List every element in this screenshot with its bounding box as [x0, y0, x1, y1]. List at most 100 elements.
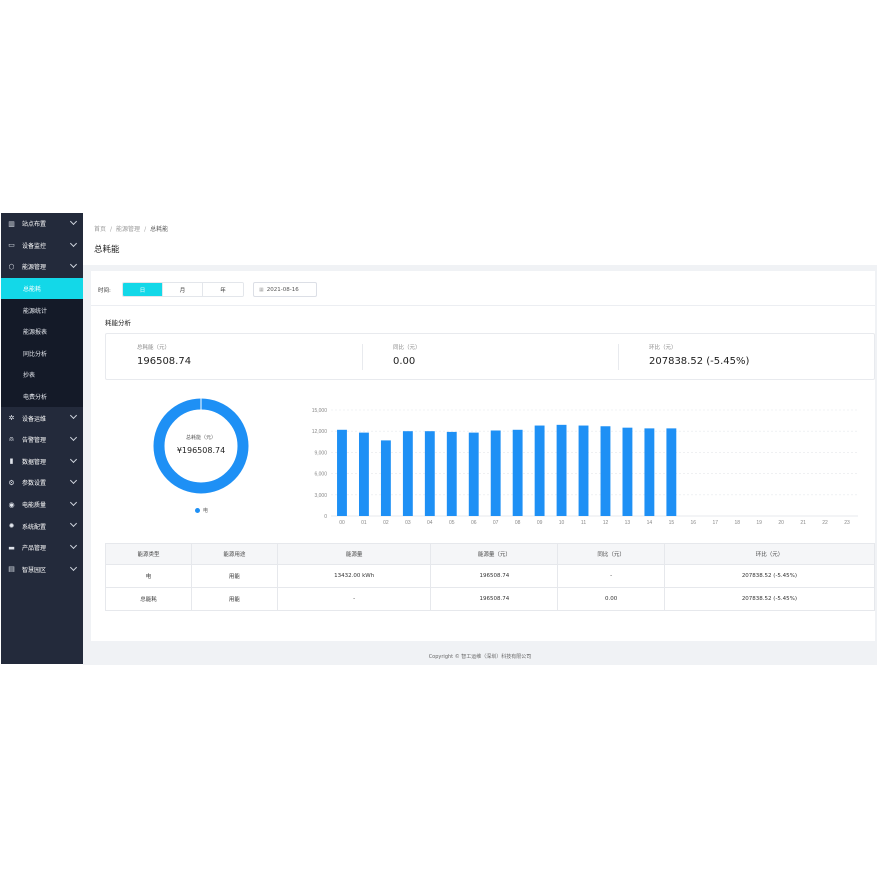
sidebar-item-6[interactable]: ⚙ 参数设置	[1, 472, 83, 494]
y-tick-label: 3,000	[314, 493, 327, 499]
x-tick-label: 01	[361, 520, 367, 526]
sidebar-item-label: 告警管理	[22, 437, 47, 445]
donut-value: ¥196508.74	[176, 446, 226, 455]
time-granularity-toggle: 日 月 年	[122, 282, 244, 297]
sidebar-item-label: 系统配置	[22, 523, 47, 531]
cog-icon: ✹	[8, 522, 15, 531]
sidebar-item-label: 电能质量	[22, 502, 47, 510]
y-tick-label: 15,000	[312, 408, 328, 414]
x-tick-label: 07	[493, 520, 499, 526]
tab-day[interactable]: 日	[123, 283, 163, 296]
date-picker[interactable]: ▦ 2021-08-16	[253, 282, 317, 297]
table-cell: 207838.52 (-5.45%)	[663, 587, 876, 611]
stat-yoy: 同比（元） 0.00	[362, 334, 618, 379]
bar-01[interactable]	[358, 432, 369, 516]
sidebar-item-2[interactable]: ⬡ 能源管理	[1, 256, 83, 278]
sidebar-item-1[interactable]: ▭ 设备监控	[1, 235, 83, 257]
sidebar-subitem-3[interactable]: 同比分析	[23, 350, 48, 358]
table-row: 电用能 13432.00 kWh 196508.74-207838.52 (-5.4…	[105, 564, 876, 588]
sidebar-item-label: 设备运维	[22, 415, 47, 423]
x-tick-label: 08	[515, 520, 521, 526]
chart-icon: ▥	[8, 219, 15, 228]
bar-12[interactable]	[600, 426, 611, 516]
bar-02[interactable]	[380, 440, 391, 516]
sidebar-item-label: 设备监控	[22, 242, 47, 250]
table-cell: 总能耗	[105, 587, 192, 611]
sidebar-subitem-1[interactable]: 能源统计	[23, 307, 48, 315]
x-tick-label: 03	[405, 520, 411, 526]
sidebar-subitem-0[interactable]: 总能耗	[1, 277, 83, 300]
x-tick-label: 19	[756, 520, 762, 526]
sidebar-item-4[interactable]: ⍝ 告警管理	[1, 429, 83, 451]
donut-chart	[153, 398, 249, 494]
bar-08[interactable]	[512, 429, 523, 516]
table-cell: 196508.74	[430, 564, 559, 588]
x-tick-label: 06	[471, 520, 477, 526]
x-tick-label: 10	[559, 520, 565, 526]
bar-05[interactable]	[446, 431, 457, 516]
breadcrumb-energy[interactable]: 能源管理	[116, 226, 141, 233]
table-cell: 13432.00 kWh	[276, 564, 432, 588]
bar-06[interactable]	[468, 432, 479, 516]
sidebar-item-label: 产品管理	[22, 545, 47, 553]
chevron-down-icon	[69, 541, 78, 549]
sidebar-subitem-2[interactable]: 能源报表	[23, 329, 48, 337]
breadcrumb-current: 总耗能	[150, 226, 169, 233]
tab-year[interactable]: 年	[203, 283, 243, 296]
calendar-icon: ▦	[259, 286, 264, 293]
bar-11[interactable]	[578, 425, 589, 516]
x-tick-label: 22	[822, 520, 828, 526]
x-tick-label: 12	[603, 520, 609, 526]
table-cell: 用能	[190, 564, 278, 588]
sidebar-item-10[interactable]: ▤ 智慧园区	[1, 559, 83, 581]
date-value: 2021-08-16	[266, 286, 299, 293]
hourly-bar-chart: 0 3,000 6,000 9,000 12,000 15,000 00 01 02 03 04 05…	[312, 408, 858, 526]
x-tick-label: 02	[383, 520, 389, 526]
sidebar-item-5[interactable]: ▮ 数据管理	[1, 451, 83, 473]
x-tick-label: 20	[778, 520, 784, 526]
sidebar-item-7[interactable]: ◉ 电能质量	[1, 494, 83, 516]
legend-dot-icon	[195, 508, 200, 513]
sidebar-item-8[interactable]: ✹ 系统配置	[1, 515, 83, 537]
building-icon: ▤	[8, 565, 15, 574]
sidebar-subitem-5[interactable]: 电费分析	[23, 394, 48, 402]
bar-15[interactable]	[666, 428, 677, 516]
x-tick-label: 23	[844, 520, 850, 526]
bar-04[interactable]	[424, 431, 435, 516]
time-filter-label: 时间:	[98, 288, 111, 294]
stat-mom-value: 207838.52 (-5.45%)	[649, 356, 750, 367]
donut-legend[interactable]: 电	[195, 507, 208, 514]
tab-month[interactable]: 月	[163, 283, 203, 296]
x-tick-label: 04	[427, 520, 433, 526]
stat-mom-label: 环比（元）	[649, 345, 677, 351]
table-cell: -	[557, 564, 665, 588]
monitor-icon: ▭	[8, 241, 15, 250]
table-cell: 207838.52 (-5.45%)	[663, 564, 876, 588]
bar-09[interactable]	[534, 425, 545, 516]
breadcrumb-home[interactable]: 首页	[94, 226, 107, 233]
energy-icon: ⬡	[8, 262, 15, 271]
chevron-down-icon	[69, 455, 78, 463]
energy-table: 能源类型 能源用途 能源量 能源量（元） 同比（元） 环比（元）电用能 13432.00 k…	[105, 543, 876, 611]
sidebar-item-9[interactable]: ▬ 产品管理	[1, 537, 83, 559]
x-tick-label: 18	[734, 520, 740, 526]
sidebar-subitem-4[interactable]: 抄表	[23, 372, 36, 380]
bar-03[interactable]	[402, 431, 413, 516]
bar-00[interactable]	[337, 429, 347, 516]
sidebar-item-0[interactable]: ▥ 站点布置	[1, 213, 83, 235]
bar-07[interactable]	[490, 430, 501, 516]
bar-13[interactable]	[622, 427, 633, 516]
chevron-down-icon	[69, 433, 78, 441]
bar-10[interactable]	[556, 424, 567, 516]
sidebar-item-label: 站点布置	[22, 221, 47, 229]
chevron-down-icon	[69, 477, 78, 485]
table-header-cell: 能源类型	[105, 543, 192, 565]
bar-14[interactable]	[644, 428, 655, 516]
sidebar-submenu: 总能耗能源统计能源报表同比分析抄表电费分析	[1, 277, 83, 408]
stat-mom: 环比（元） 207838.52 (-5.45%)	[618, 334, 874, 379]
sidebar-item-3[interactable]: ✲ 设备运维	[1, 407, 83, 429]
donut-label: 总耗能（元）	[185, 435, 216, 441]
chevron-down-icon	[69, 498, 78, 506]
table-header-cell: 环比（元）	[663, 543, 876, 565]
sidebar-item-label: 参数设置	[22, 480, 47, 488]
